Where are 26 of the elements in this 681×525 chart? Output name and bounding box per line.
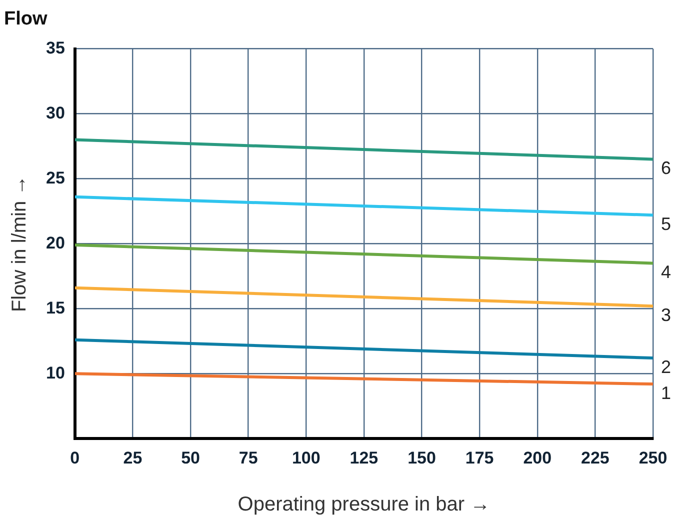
y-tick-label: 30 bbox=[46, 103, 65, 122]
x-tick-label: 100 bbox=[292, 448, 320, 468]
y-axis-title: Flow in l/min → bbox=[8, 175, 31, 312]
x-axis-title: Operating pressure in bar → bbox=[238, 494, 490, 516]
x-tick-label: 225 bbox=[581, 448, 610, 468]
series-label: 5 bbox=[661, 214, 672, 234]
x-tick-label: 75 bbox=[238, 448, 258, 468]
x-tick-label: 150 bbox=[408, 448, 436, 468]
series-label: 2 bbox=[661, 357, 672, 378]
x-tick-label: 25 bbox=[123, 448, 142, 468]
x-tick-label: 175 bbox=[465, 448, 494, 468]
x-tick-label: 125 bbox=[350, 448, 378, 468]
y-tick-label: 20 bbox=[46, 233, 65, 252]
series-label: 6 bbox=[661, 158, 672, 178]
x-tick-label: 0 bbox=[70, 448, 80, 468]
series-label: 3 bbox=[661, 305, 672, 326]
y-tick-label: 15 bbox=[46, 298, 65, 318]
y-tick-label: 35 bbox=[46, 38, 65, 58]
y-tick-label: 10 bbox=[46, 363, 65, 382]
chart-title: Flow bbox=[4, 8, 48, 30]
series-label: 1 bbox=[661, 382, 672, 403]
x-tick-label: 50 bbox=[181, 448, 200, 468]
y-tick-label: 25 bbox=[46, 168, 65, 188]
x-tick-label: 200 bbox=[523, 448, 552, 468]
series-label: 4 bbox=[661, 262, 672, 282]
x-tick-label: 250 bbox=[638, 448, 668, 468]
